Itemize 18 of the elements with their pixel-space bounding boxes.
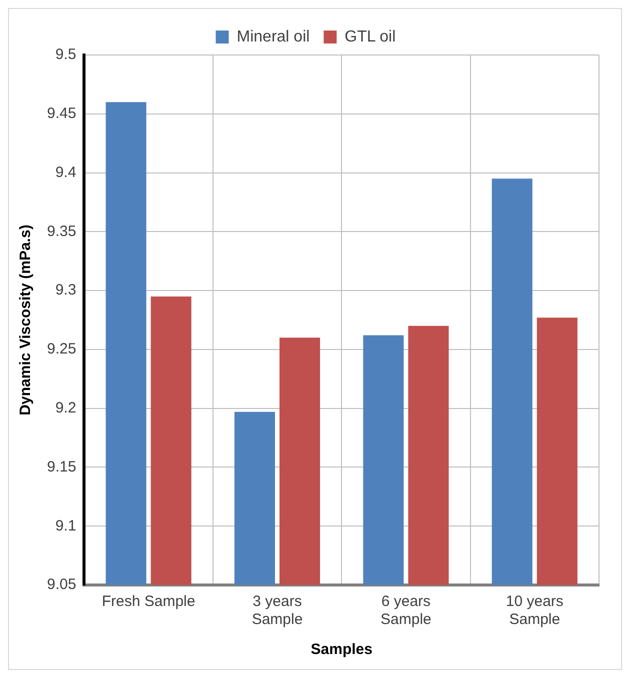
y-tick-label: 9.35: [46, 222, 76, 240]
x-tick-label: 6 years Sample: [380, 593, 432, 628]
x-tick-label: 3 years Sample: [252, 593, 303, 628]
y-tick-label: 9.15: [46, 458, 76, 476]
y-tick-label: 9.5: [55, 46, 76, 64]
x-tick-label: 10 years Sample: [506, 593, 564, 628]
y-tick-label: 9.4: [55, 164, 76, 181]
x-tick-label: Fresh Sample: [102, 593, 196, 610]
y-tick-label: 9.05: [46, 576, 76, 594]
legend-label: GTL oil: [344, 28, 396, 46]
x-axis-title: Samples: [310, 641, 372, 658]
y-axis-title: Dynamic Viscosity (mPa.s): [17, 224, 34, 416]
y-tick-label: 9.25: [46, 340, 76, 358]
y-tick-label: 9.2: [55, 399, 76, 416]
legend-label: Mineral oil: [236, 28, 310, 46]
y-tick-label: 9.45: [46, 105, 76, 122]
y-tick-label: 9.3: [55, 282, 76, 299]
y-tick-label: 9.1: [55, 517, 76, 534]
